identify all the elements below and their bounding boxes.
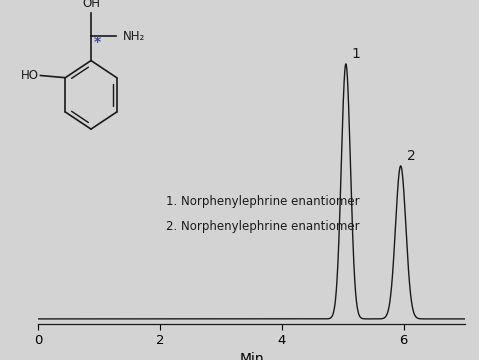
Text: OH: OH — [82, 0, 100, 10]
Text: HO: HO — [21, 69, 38, 82]
Text: 1. Norphenylephrine enantiomer: 1. Norphenylephrine enantiomer — [166, 195, 360, 208]
Text: 2: 2 — [407, 149, 415, 163]
Text: 1: 1 — [352, 48, 360, 61]
Text: NH₂: NH₂ — [123, 30, 145, 43]
X-axis label: Min: Min — [239, 352, 264, 360]
Text: *: * — [94, 35, 101, 49]
Text: 2. Norphenylephrine enantiomer: 2. Norphenylephrine enantiomer — [166, 220, 360, 233]
